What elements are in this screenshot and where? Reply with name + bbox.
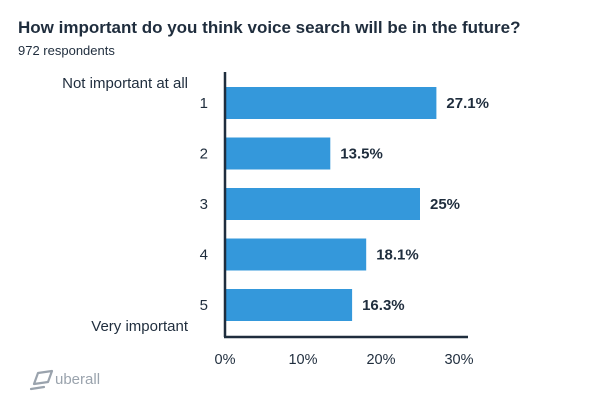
x-tick-label-30: 30% — [444, 352, 473, 368]
category-labels: 1 2 3 4 5 — [200, 95, 208, 314]
category-label-4: 4 — [200, 247, 208, 264]
x-tick-label-10: 10% — [288, 352, 317, 368]
value-labels: 27.1% 13.5% 25% 18.1% 16.3% — [340, 95, 489, 314]
bar-3 — [225, 188, 420, 220]
value-label-2: 13.5% — [340, 146, 383, 163]
uberall-logo-icon — [29, 369, 54, 391]
chart-subtitle: 972 respondents — [18, 43, 115, 58]
bar-1 — [225, 87, 437, 119]
chart-title: How important do you think voice search … — [18, 18, 521, 37]
scale-anchor-top: Not important at all — [62, 75, 188, 92]
value-label-4: 18.1% — [376, 247, 419, 264]
category-label-5: 5 — [200, 297, 208, 314]
scale-anchor-bottom: Very important — [91, 318, 189, 335]
value-label-3: 25% — [430, 196, 460, 213]
x-axis-ticks: 0% 10% 20% 30% — [215, 352, 474, 368]
bar-5 — [225, 289, 353, 321]
brand-name: uberall — [55, 371, 100, 388]
x-tick-label-0: 0% — [215, 352, 236, 368]
value-label-5: 16.3% — [362, 297, 405, 314]
bar-2 — [225, 137, 331, 170]
value-label-1: 27.1% — [446, 95, 489, 112]
category-label-3: 3 — [200, 196, 208, 213]
bar-4 — [225, 238, 367, 271]
x-tick-label-20: 20% — [366, 352, 395, 368]
category-label-1: 1 — [200, 95, 208, 112]
category-label-2: 2 — [200, 146, 208, 163]
bars-layer — [225, 87, 437, 321]
brand-logo: uberall — [29, 369, 100, 391]
